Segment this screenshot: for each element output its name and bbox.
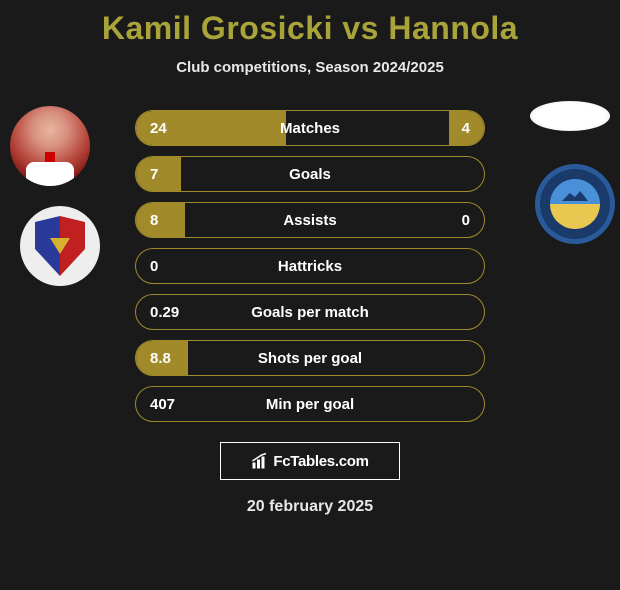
player-left-club-badge xyxy=(20,206,100,286)
snapshot-date: 20 february 2025 xyxy=(0,498,620,516)
stat-label: Goals xyxy=(136,166,484,183)
chart-icon xyxy=(251,452,269,470)
stat-row: 8.8Shots per goal xyxy=(135,340,485,376)
stat-label: Matches xyxy=(136,120,484,137)
stat-row: 0Hattricks xyxy=(135,248,485,284)
stat-label: Goals per match xyxy=(136,304,484,321)
stat-label: Hattricks xyxy=(136,258,484,275)
shield-icon xyxy=(35,216,85,276)
player-right-avatar-placeholder xyxy=(530,101,610,131)
club-crest-icon xyxy=(550,179,600,229)
stat-row: 407Min per goal xyxy=(135,386,485,422)
player-left-avatar xyxy=(10,106,90,186)
page-title: Kamil Grosicki vs Hannola xyxy=(0,10,620,47)
stat-bars: 24Matches47Goals8Assists00Hattricks0.29G… xyxy=(135,106,485,422)
stat-label: Assists xyxy=(136,212,484,229)
player-right-club-badge xyxy=(535,164,615,244)
page-subtitle: Club competitions, Season 2024/2025 xyxy=(0,59,620,76)
site-watermark: FcTables.com xyxy=(220,442,400,480)
stat-row: 7Goals xyxy=(135,156,485,192)
stat-row: 8Assists0 xyxy=(135,202,485,238)
stat-value-right: 4 xyxy=(462,120,470,137)
watermark-text: FcTables.com xyxy=(273,453,368,470)
stat-label: Min per goal xyxy=(136,396,484,413)
stat-row: 24Matches4 xyxy=(135,110,485,146)
stat-row: 0.29Goals per match xyxy=(135,294,485,330)
stat-value-right: 0 xyxy=(462,212,470,229)
comparison-area: 24Matches47Goals8Assists00Hattricks0.29G… xyxy=(0,106,620,422)
stat-label: Shots per goal xyxy=(136,350,484,367)
